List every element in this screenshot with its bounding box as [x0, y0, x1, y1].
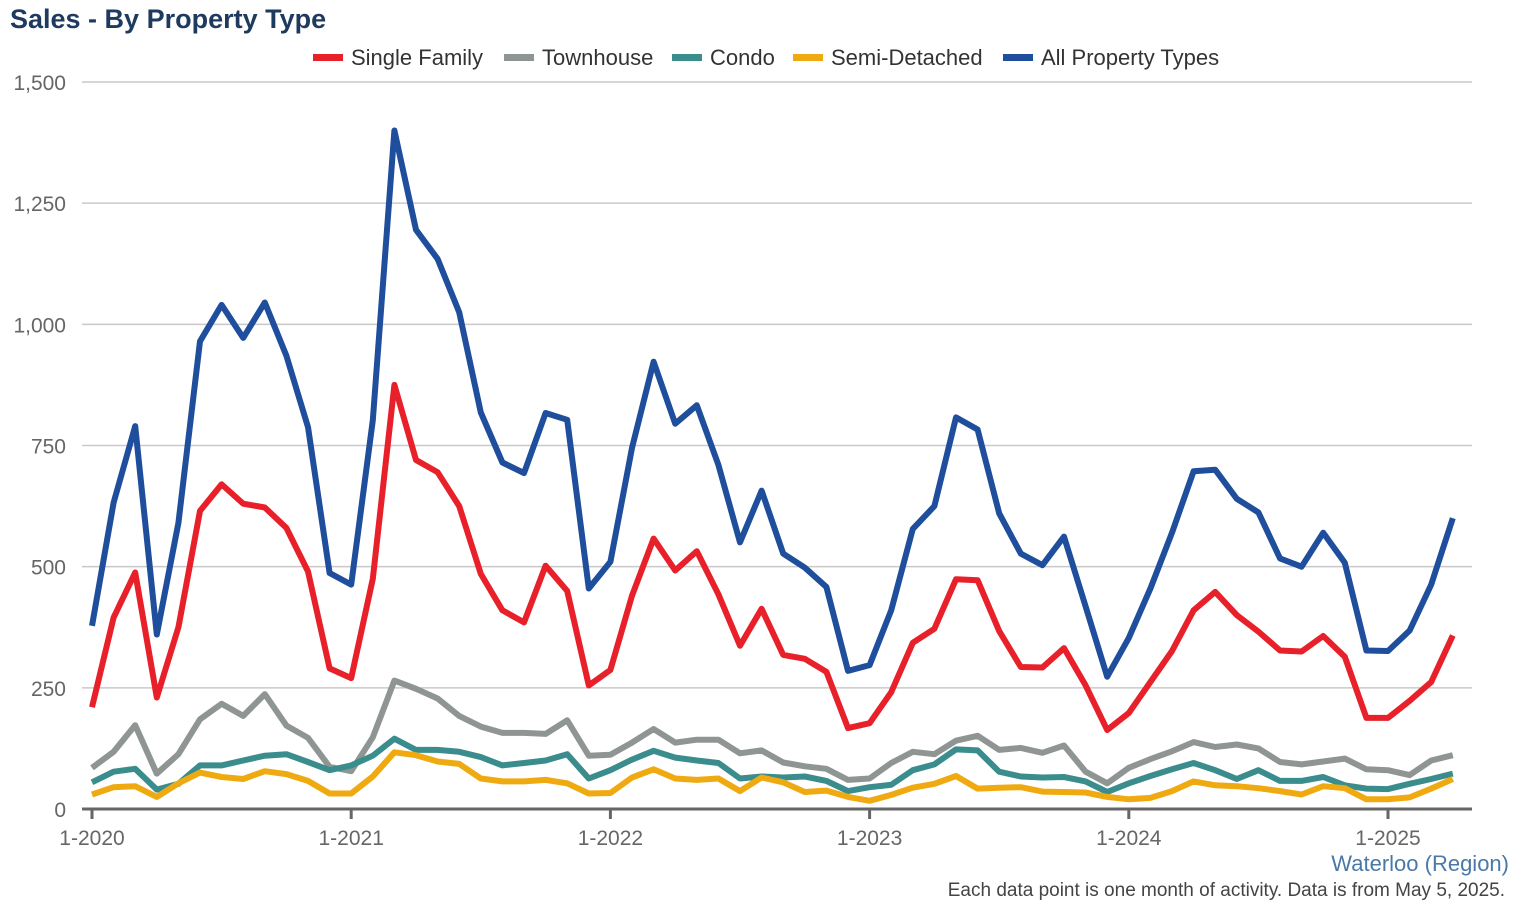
y-tick-label: 1,000 [13, 314, 66, 337]
series-line-semi-detached [91, 749, 1455, 804]
legend: Single Family Townhouse Condo Semi-Detached… [313, 45, 1219, 70]
x-tick-label: 1-2020 [59, 827, 124, 850]
x-tick-label: 1-2024 [1096, 827, 1162, 850]
y-tick-label: 0 [54, 799, 66, 822]
x-tick-label: 1-2023 [837, 827, 902, 850]
legend-label-single-family: Single Family [351, 45, 483, 70]
series-line-townhouse [90, 677, 1454, 787]
series-line-all-property-types [89, 127, 1456, 680]
legend-swatch-semi-detached [793, 54, 823, 61]
footnote: Each data point is one month of activity… [947, 880, 1505, 901]
x-tick-label: 1-2022 [578, 827, 643, 850]
x-tick-label: 1-2025 [1355, 827, 1420, 850]
x-axis-ticks: 1-2020 1-2021 1-2022 1-2023 1-2024 1-2025 [59, 809, 1421, 850]
series-lines [89, 127, 1456, 804]
region-label: Waterloo (Region) [1331, 851, 1509, 876]
legend-label-all-property-types: All Property Types [1041, 45, 1219, 70]
y-tick-label: 1,250 [13, 193, 66, 216]
y-axis-ticks: 0 250 500 750 1,000 1,250 1,500 [13, 72, 66, 822]
y-tick-label: 1,500 [13, 72, 66, 95]
legend-swatch-condo [672, 54, 702, 61]
legend-label-condo: Condo [710, 45, 775, 70]
series-line-single-family [89, 381, 1456, 733]
y-tick-label: 750 [31, 436, 66, 459]
legend-swatch-all-property-types [1003, 54, 1033, 61]
y-tick-label: 250 [31, 678, 66, 701]
legend-swatch-townhouse [504, 54, 534, 61]
chart-title: Sales - By Property Type [10, 4, 327, 34]
x-tick-label: 1-2021 [319, 827, 384, 850]
legend-label-semi-detached: Semi-Detached [831, 45, 983, 70]
y-tick-label: 500 [31, 557, 66, 580]
legend-label-townhouse: Townhouse [542, 45, 653, 70]
gridlines [82, 81, 1472, 811]
legend-swatch-single-family [313, 54, 343, 61]
